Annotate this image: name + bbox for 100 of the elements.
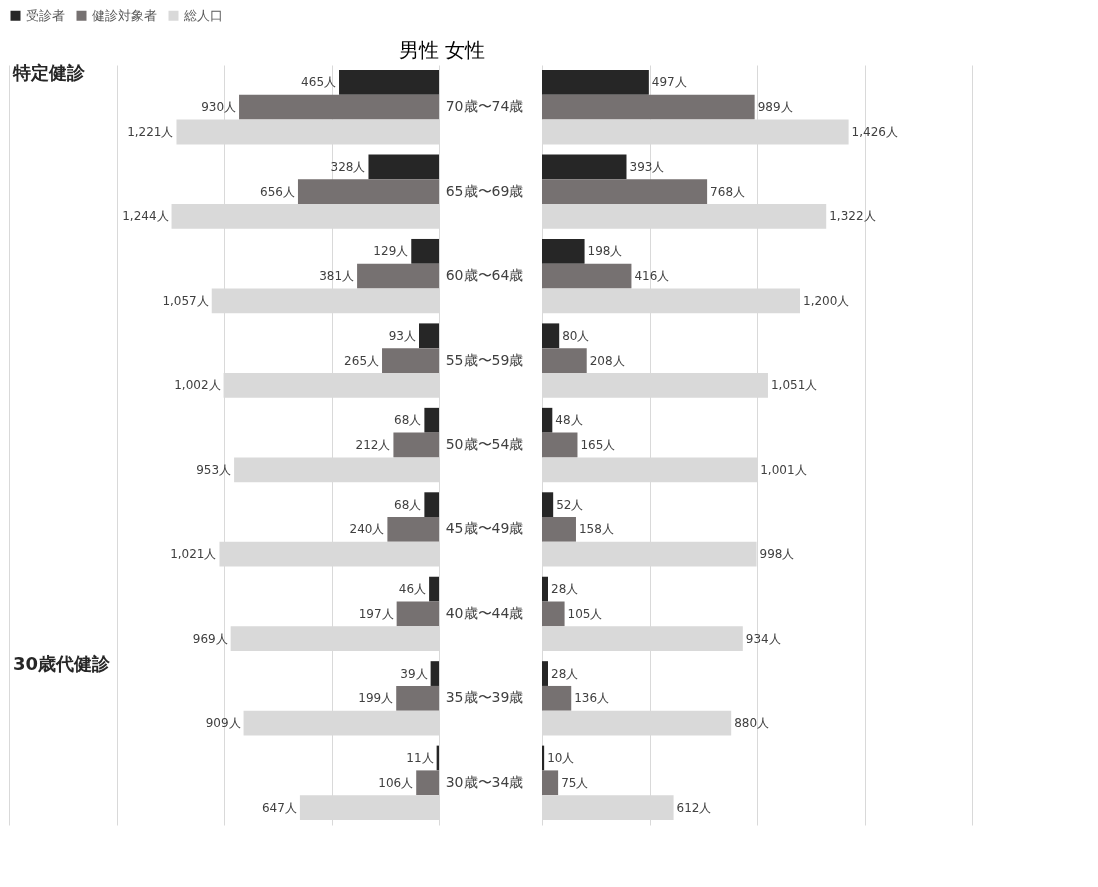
bar — [542, 517, 576, 542]
data-label: 465人 — [301, 75, 337, 90]
y-tick-label: 45歳〜49歳 — [445, 520, 524, 537]
data-label: 48人 — [555, 413, 583, 428]
y-tick-label: 30歳〜34歳 — [445, 773, 524, 790]
bar — [368, 154, 439, 180]
data-label: 165人 — [580, 438, 616, 452]
data-label: 199人 — [358, 691, 394, 706]
data-label: 129人 — [373, 244, 409, 259]
bar — [542, 745, 545, 771]
y-tick-label: 55歳〜59歳 — [445, 351, 524, 368]
data-label: 68人 — [394, 497, 422, 512]
data-label: 28人 — [551, 666, 579, 681]
data-label: 68人 — [394, 413, 422, 428]
bar — [424, 492, 439, 518]
y-tick-label: 70歳〜74歳 — [445, 98, 524, 115]
bar — [542, 348, 587, 373]
bar — [542, 407, 553, 433]
data-label: 381人 — [319, 269, 355, 284]
data-label: 497人 — [651, 75, 687, 90]
data-label: 39人 — [400, 666, 428, 681]
annotation: 30歳代健診 — [13, 653, 112, 675]
data-label: 1,426人 — [851, 124, 898, 139]
bar — [542, 432, 578, 458]
legend-label: 健診対象者 — [92, 7, 157, 23]
data-label: 198人 — [587, 244, 623, 259]
bar — [542, 263, 632, 289]
data-label: 106人 — [378, 775, 414, 790]
data-label: 1,002人 — [174, 378, 221, 393]
data-label: 208人 — [589, 353, 625, 368]
data-label: 998人 — [759, 547, 795, 562]
bar — [430, 661, 439, 686]
bar — [416, 770, 439, 796]
data-label: 1,001人 — [760, 462, 807, 477]
data-label: 1,244人 — [122, 209, 169, 224]
bar — [357, 263, 439, 289]
bar — [382, 348, 439, 373]
data-label: 197人 — [358, 606, 394, 621]
bar — [542, 601, 565, 627]
bar — [542, 685, 572, 711]
bar — [339, 70, 439, 95]
bar — [424, 407, 439, 433]
data-label: 969人 — [192, 631, 228, 646]
legend-label: 総人口 — [183, 7, 223, 23]
bar — [411, 238, 439, 264]
data-label: 393人 — [629, 159, 665, 174]
bar — [542, 238, 585, 264]
data-label: 80人 — [562, 328, 590, 343]
legend-label: 受診者 — [26, 7, 65, 23]
bar — [542, 323, 560, 349]
y-tick-label: 50歳〜54歳 — [445, 436, 524, 452]
data-label: 240人 — [349, 522, 385, 537]
data-label: 52人 — [556, 497, 584, 512]
bar — [393, 432, 439, 458]
data-label: 612人 — [676, 800, 712, 815]
bar — [239, 94, 439, 120]
bar — [396, 685, 439, 711]
data-label: 75人 — [561, 775, 589, 790]
bar — [542, 770, 559, 796]
y-tick-label: 40歳〜44歳 — [445, 604, 524, 621]
bar — [542, 661, 549, 686]
bar — [387, 517, 439, 542]
annotation: 特定健診 — [12, 62, 86, 83]
y-tick-label: 35歳〜39歳 — [445, 689, 524, 706]
bar — [542, 492, 554, 518]
data-label: 10人 — [547, 751, 575, 766]
data-label: 1,322人 — [829, 209, 876, 224]
data-label: 1,057人 — [162, 293, 209, 308]
data-label: 768人 — [710, 184, 746, 199]
data-label: 1,200人 — [803, 293, 850, 308]
data-label: 46人 — [398, 582, 427, 597]
data-label: 11人 — [406, 751, 434, 766]
bar — [419, 323, 439, 349]
data-label: 1,021人 — [170, 547, 217, 562]
bar — [542, 154, 627, 180]
data-label: 28人 — [551, 582, 579, 597]
data-label: 158人 — [578, 522, 614, 537]
y-tick-label: 65歳〜69歳 — [445, 182, 524, 199]
data-label: 265人 — [344, 353, 380, 368]
data-label: 328人 — [330, 159, 366, 174]
data-label: 909人 — [205, 716, 241, 731]
data-label: 989人 — [757, 100, 793, 115]
data-label: 105人 — [567, 606, 603, 621]
chart-title: 男性 — [399, 38, 439, 62]
data-label: 93人 — [388, 328, 417, 343]
chart-title: 女性 — [445, 38, 486, 62]
data-label: 1,051人 — [770, 378, 818, 393]
bar — [542, 179, 708, 205]
data-label: 647人 — [261, 800, 297, 815]
bar — [297, 179, 439, 205]
data-label: 1,221人 — [127, 124, 174, 139]
bar — [542, 70, 649, 95]
bar — [542, 94, 755, 120]
data-label: 136人 — [574, 691, 610, 706]
data-label: 656人 — [260, 184, 295, 199]
data-label: 953人 — [196, 462, 232, 477]
data-label: 880人 — [734, 716, 770, 731]
data-label: 416人 — [634, 269, 670, 284]
y-tick-label: 60歳〜64歳 — [445, 267, 524, 284]
bar — [542, 576, 549, 602]
